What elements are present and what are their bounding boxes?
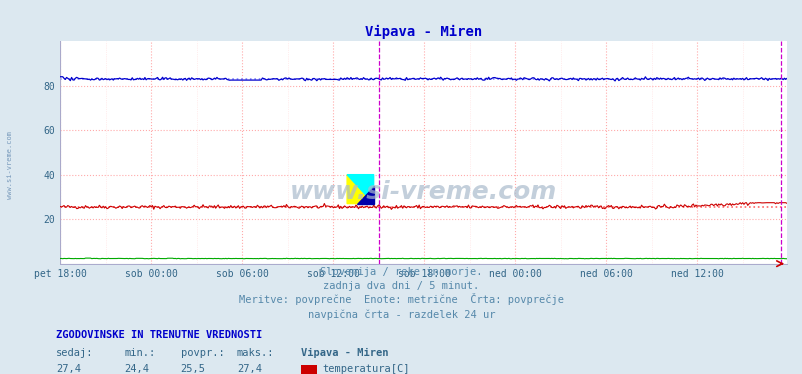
Text: sedaj:: sedaj: [56,349,94,358]
Text: 27,4: 27,4 [237,364,261,374]
Text: maks.:: maks.: [237,349,274,358]
Text: povpr.:: povpr.: [180,349,224,358]
Polygon shape [357,186,373,203]
Text: ZGODOVINSKE IN TRENUTNE VREDNOSTI: ZGODOVINSKE IN TRENUTNE VREDNOSTI [56,331,262,340]
Text: min.:: min.: [124,349,156,358]
Text: www.si-vreme.com: www.si-vreme.com [290,181,557,205]
Text: zadnja dva dni / 5 minut.: zadnja dva dni / 5 minut. [323,281,479,291]
Text: temperatura[C]: temperatura[C] [322,364,410,374]
Title: Vipava - Miren: Vipava - Miren [364,24,482,39]
Text: 24,4: 24,4 [124,364,149,374]
Text: www.si-vreme.com: www.si-vreme.com [6,131,13,199]
Text: Slovenija / reke in morje.: Slovenija / reke in morje. [320,267,482,277]
Text: 25,5: 25,5 [180,364,205,374]
Polygon shape [346,175,373,203]
Polygon shape [346,175,373,203]
Text: Vipava - Miren: Vipava - Miren [301,349,388,358]
Text: navpična črta - razdelek 24 ur: navpična črta - razdelek 24 ur [307,309,495,319]
Text: 27,4: 27,4 [56,364,81,374]
Text: Meritve: povprečne  Enote: metrične  Črta: povprečje: Meritve: povprečne Enote: metrične Črta:… [239,293,563,305]
